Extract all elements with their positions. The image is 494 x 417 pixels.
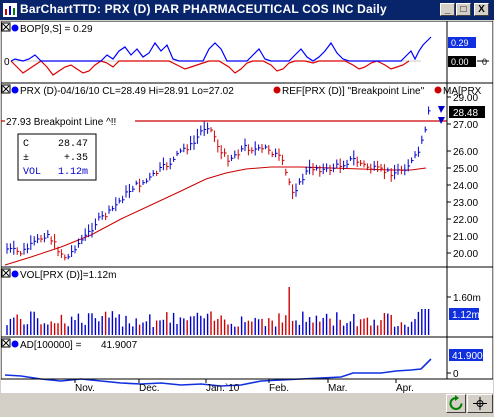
x-tick: Jan.`10 (206, 382, 240, 393)
last-price-text: 28.48 (453, 108, 478, 119)
bop-label: BOP[9,S] = 0.29 (20, 24, 93, 35)
info-chg-label: ± (23, 153, 29, 164)
vol-tick-top: 1.60m (453, 293, 481, 304)
status-bar (0, 393, 494, 414)
bop-axis-zero-right: 0 (482, 57, 487, 67)
ad-legend-dot (11, 340, 19, 348)
price-tick: 29.00 (453, 93, 478, 104)
bop-legend-dot (11, 24, 19, 32)
x-tick: Mar. (328, 383, 347, 393)
price-marker-icon (438, 106, 445, 113)
chart-area[interactable]: BOP[9,S] = 0.29 0 0.29 0.00 0 PRX (D)-04… (1, 21, 493, 393)
ad-close-icon[interactable] (1, 338, 11, 348)
breakpoint-label: 27.93 Breakpoint Line ^!! (6, 117, 116, 128)
price-tick: 21.00 (453, 232, 478, 243)
app-icon (3, 3, 17, 17)
volume-panel: VOL[PRX (D)]=1.12m 1.60m 1.12m (1, 266, 493, 338)
x-axis: Nov. Dec. Jan.`10 Feb. Mar. Apr. (1, 378, 447, 393)
ma-label: MA[PRX (443, 86, 482, 97)
window-title: BarChartTTD: PRX (D) PAR PHARMACEUTICAL … (20, 2, 387, 16)
price-tick: 20.00 (453, 249, 478, 260)
minimize-button[interactable]: _ (440, 3, 455, 16)
ad-panel: AD[100000] = 41.9007 41.900 0 (1, 336, 493, 387)
bop-line-blue (10, 36, 432, 62)
maximize-button[interactable]: □ (456, 3, 471, 16)
x-tick: Dec. (139, 383, 160, 393)
price-axis: 29.00 27.00 26.00 25.00 24.00 23.00 22.0… (447, 93, 478, 260)
price-tick: 27.00 (453, 120, 478, 131)
price-tick: 25.00 (453, 164, 478, 175)
bop-axis-zero: 0 (4, 57, 10, 68)
price-bars (6, 106, 431, 261)
x-tick: Nov. (75, 383, 95, 393)
bop-close-icon[interactable] (1, 22, 11, 32)
ref-legend-dot (273, 86, 281, 94)
info-chg-value: +.35 (64, 153, 88, 164)
ad-label: AD[100000] = (20, 340, 82, 351)
vol-legend-dot (11, 270, 19, 278)
bop-panel: BOP[9,S] = 0.29 0 0.29 0.00 0 (1, 21, 493, 84)
price-close-icon[interactable] (1, 84, 11, 94)
vol-close-icon[interactable] (1, 268, 11, 278)
price-tick: 23.00 (453, 198, 478, 209)
price-info-box: C 28.47 ± +.35 VOL 1.12m (17, 133, 97, 181)
price-tick: 26.00 (453, 147, 478, 158)
close-button[interactable]: X (474, 3, 489, 16)
vol-last-text: 1.12m (452, 310, 480, 321)
volume-bars (6, 287, 430, 335)
ma-legend-dot (434, 86, 442, 94)
refresh-icon (449, 395, 463, 410)
info-vol-label: VOL (23, 167, 41, 178)
ad-tick: 0 (453, 369, 459, 380)
ad-last-text: 41.900 (452, 351, 483, 362)
x-tick: Apr. (396, 383, 414, 393)
price-label: PRX (D)-04/16/10 CL=28.49 Hi=28.91 Lo=27… (20, 86, 234, 97)
price-legend-dot (11, 86, 19, 94)
ad-last-tag (449, 349, 483, 361)
crosshair-icon (473, 397, 487, 410)
refresh-button[interactable] (446, 394, 466, 413)
info-vol-value: 1.12m (58, 167, 88, 178)
ref-label: REF[PRX (D)] "Breakpoint Line" (282, 86, 425, 97)
bop-zero-text: 0.00 (451, 57, 469, 67)
title-bar: BarChartTTD: PRX (D) PAR PHARMACEUTICAL … (0, 0, 494, 20)
price-marker-icon (438, 117, 445, 124)
x-tick: Feb. (269, 383, 289, 393)
vol-last-tag (449, 308, 479, 320)
ad-value: 41.9007 (101, 340, 138, 351)
info-c-value: 28.47 (58, 139, 88, 150)
last-price-tag (449, 106, 485, 118)
bop-value-badge (448, 37, 476, 48)
bop-zero-tag (448, 56, 476, 67)
price-panel: PRX (D)-04/16/10 CL=28.49 Hi=28.91 Lo=27… (1, 82, 493, 268)
info-c-label: C (23, 139, 29, 150)
crosshair-button[interactable] (467, 394, 493, 413)
vol-label: VOL[PRX (D)]=1.12m (20, 270, 116, 281)
price-tick: 22.00 (453, 215, 478, 226)
bop-line-red (10, 60, 410, 76)
price-tick: 24.00 (453, 181, 478, 192)
bop-value-text: 0.29 (451, 38, 469, 48)
